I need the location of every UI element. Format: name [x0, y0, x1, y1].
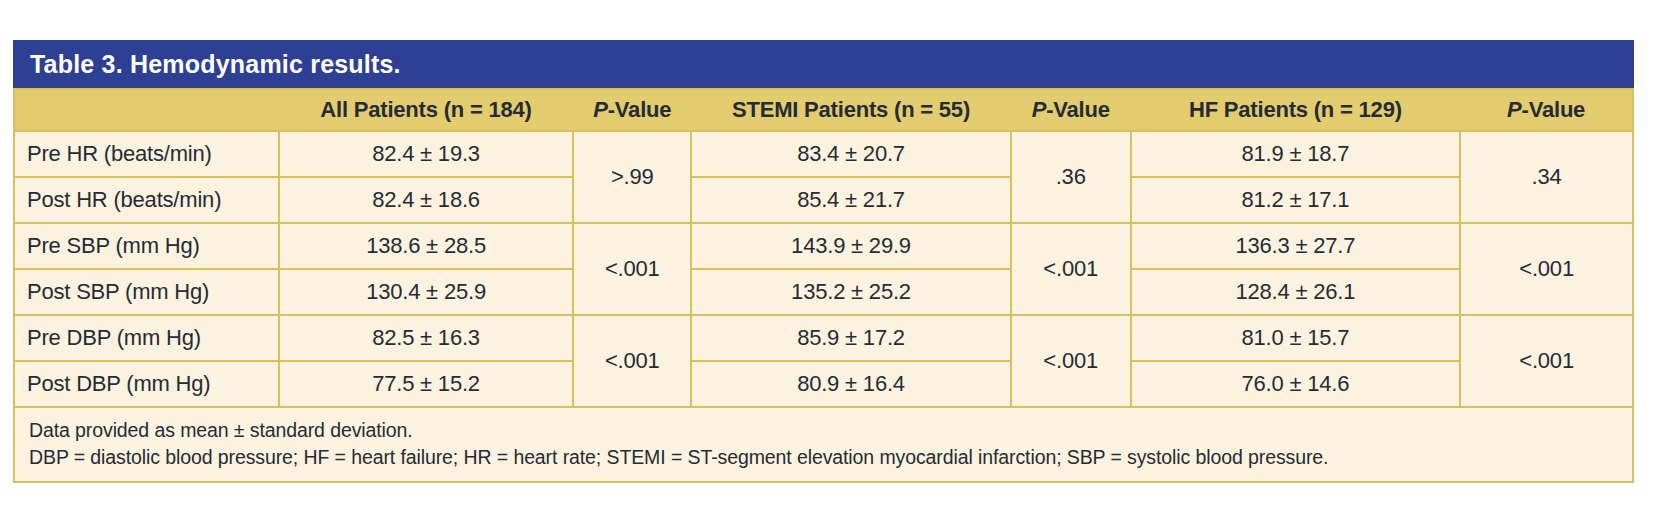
value-cell-hf: 76.0 ± 14.6	[1131, 361, 1461, 407]
row-label: Pre SBP (mm Hg)	[14, 223, 279, 269]
value-cell-stemi: 85.9 ± 17.2	[691, 315, 1011, 361]
value-cell-stemi: 135.2 ± 25.2	[691, 269, 1011, 315]
p-value-cell-stemi: <.001	[1011, 315, 1131, 407]
table-row-post-dbp: Post DBP (mm Hg) 77.5 ± 15.2 80.9 ± 16.4…	[14, 361, 1633, 407]
table-title: Table 3. Hemodynamic results.	[30, 50, 401, 78]
row-label: Post SBP (mm Hg)	[14, 269, 279, 315]
p-value-cell-hf: <.001	[1460, 315, 1633, 407]
row-label: Pre HR (beats/min)	[14, 131, 279, 177]
value-cell-all: 130.4 ± 25.9	[279, 269, 574, 315]
value-cell-stemi: 85.4 ± 21.7	[691, 177, 1011, 223]
value-cell-all: 82.4 ± 19.3	[279, 131, 574, 177]
p-value-rest: -Value	[608, 97, 672, 122]
column-header-empty	[14, 89, 279, 131]
table-3-hemodynamic-results: Table 3. Hemodynamic results. All Patien…	[13, 40, 1634, 483]
p-value-cell-hf: <.001	[1460, 223, 1633, 315]
p-value-italic-p: P	[1032, 97, 1046, 122]
value-cell-hf: 128.4 ± 26.1	[1131, 269, 1461, 315]
p-value-cell-stemi: <.001	[1011, 223, 1131, 315]
table-row-pre-hr: Pre HR (beats/min) 82.4 ± 19.3 >.99 83.4…	[14, 131, 1633, 177]
table-row-pre-sbp: Pre SBP (mm Hg) 138.6 ± 28.5 <.001 143.9…	[14, 223, 1633, 269]
value-cell-all: 82.5 ± 16.3	[279, 315, 574, 361]
footnote-cell: Data provided as mean ± standard deviati…	[14, 407, 1633, 482]
page: Table 3. Hemodynamic results. All Patien…	[0, 0, 1668, 518]
value-cell-stemi: 80.9 ± 16.4	[691, 361, 1011, 407]
column-header-p-value-stemi: P-Value	[1011, 89, 1131, 131]
value-cell-stemi: 83.4 ± 20.7	[691, 131, 1011, 177]
column-header-hf-patients: HF Patients (n = 129)	[1131, 89, 1461, 131]
p-value-rest: -Value	[1522, 97, 1586, 122]
p-value-rest: -Value	[1046, 97, 1110, 122]
column-header-p-value-all: P-Value	[573, 89, 691, 131]
p-value-cell-all: >.99	[573, 131, 691, 223]
value-cell-stemi: 143.9 ± 29.9	[691, 223, 1011, 269]
p-value-italic-p: P	[1507, 97, 1521, 122]
column-header-all-patients: All Patients (n = 184)	[279, 89, 574, 131]
table-row-post-sbp: Post SBP (mm Hg) 130.4 ± 25.9 135.2 ± 25…	[14, 269, 1633, 315]
value-cell-hf: 81.9 ± 18.7	[1131, 131, 1461, 177]
p-value-cell-hf: .34	[1460, 131, 1633, 223]
footnote-line-1: Data provided as mean ± standard deviati…	[29, 417, 1618, 444]
value-cell-hf: 81.2 ± 17.1	[1131, 177, 1461, 223]
value-cell-hf: 81.0 ± 15.7	[1131, 315, 1461, 361]
p-value-cell-all: <.001	[573, 223, 691, 315]
column-header-p-value-hf: P-Value	[1460, 89, 1633, 131]
p-value-italic-p: P	[593, 97, 607, 122]
p-value-cell-all: <.001	[573, 315, 691, 407]
column-header-stemi-patients: STEMI Patients (n = 55)	[691, 89, 1011, 131]
p-value-cell-stemi: .36	[1011, 131, 1131, 223]
row-label: Post HR (beats/min)	[14, 177, 279, 223]
value-cell-all: 77.5 ± 15.2	[279, 361, 574, 407]
row-label: Post DBP (mm Hg)	[14, 361, 279, 407]
value-cell-hf: 136.3 ± 27.7	[1131, 223, 1461, 269]
row-label: Pre DBP (mm Hg)	[14, 315, 279, 361]
table-title-bar: Table 3. Hemodynamic results.	[13, 40, 1634, 88]
table-row-pre-dbp: Pre DBP (mm Hg) 82.5 ± 16.3 <.001 85.9 ±…	[14, 315, 1633, 361]
header-row: All Patients (n = 184) P-Value STEMI Pat…	[14, 89, 1633, 131]
footnote-line-2: DBP = diastolic blood pressure; HF = hea…	[29, 444, 1618, 471]
value-cell-all: 138.6 ± 28.5	[279, 223, 574, 269]
hemodynamic-table: All Patients (n = 184) P-Value STEMI Pat…	[13, 88, 1634, 483]
table-row-post-hr: Post HR (beats/min) 82.4 ± 18.6 85.4 ± 2…	[14, 177, 1633, 223]
value-cell-all: 82.4 ± 18.6	[279, 177, 574, 223]
footnote-row: Data provided as mean ± standard deviati…	[14, 407, 1633, 482]
